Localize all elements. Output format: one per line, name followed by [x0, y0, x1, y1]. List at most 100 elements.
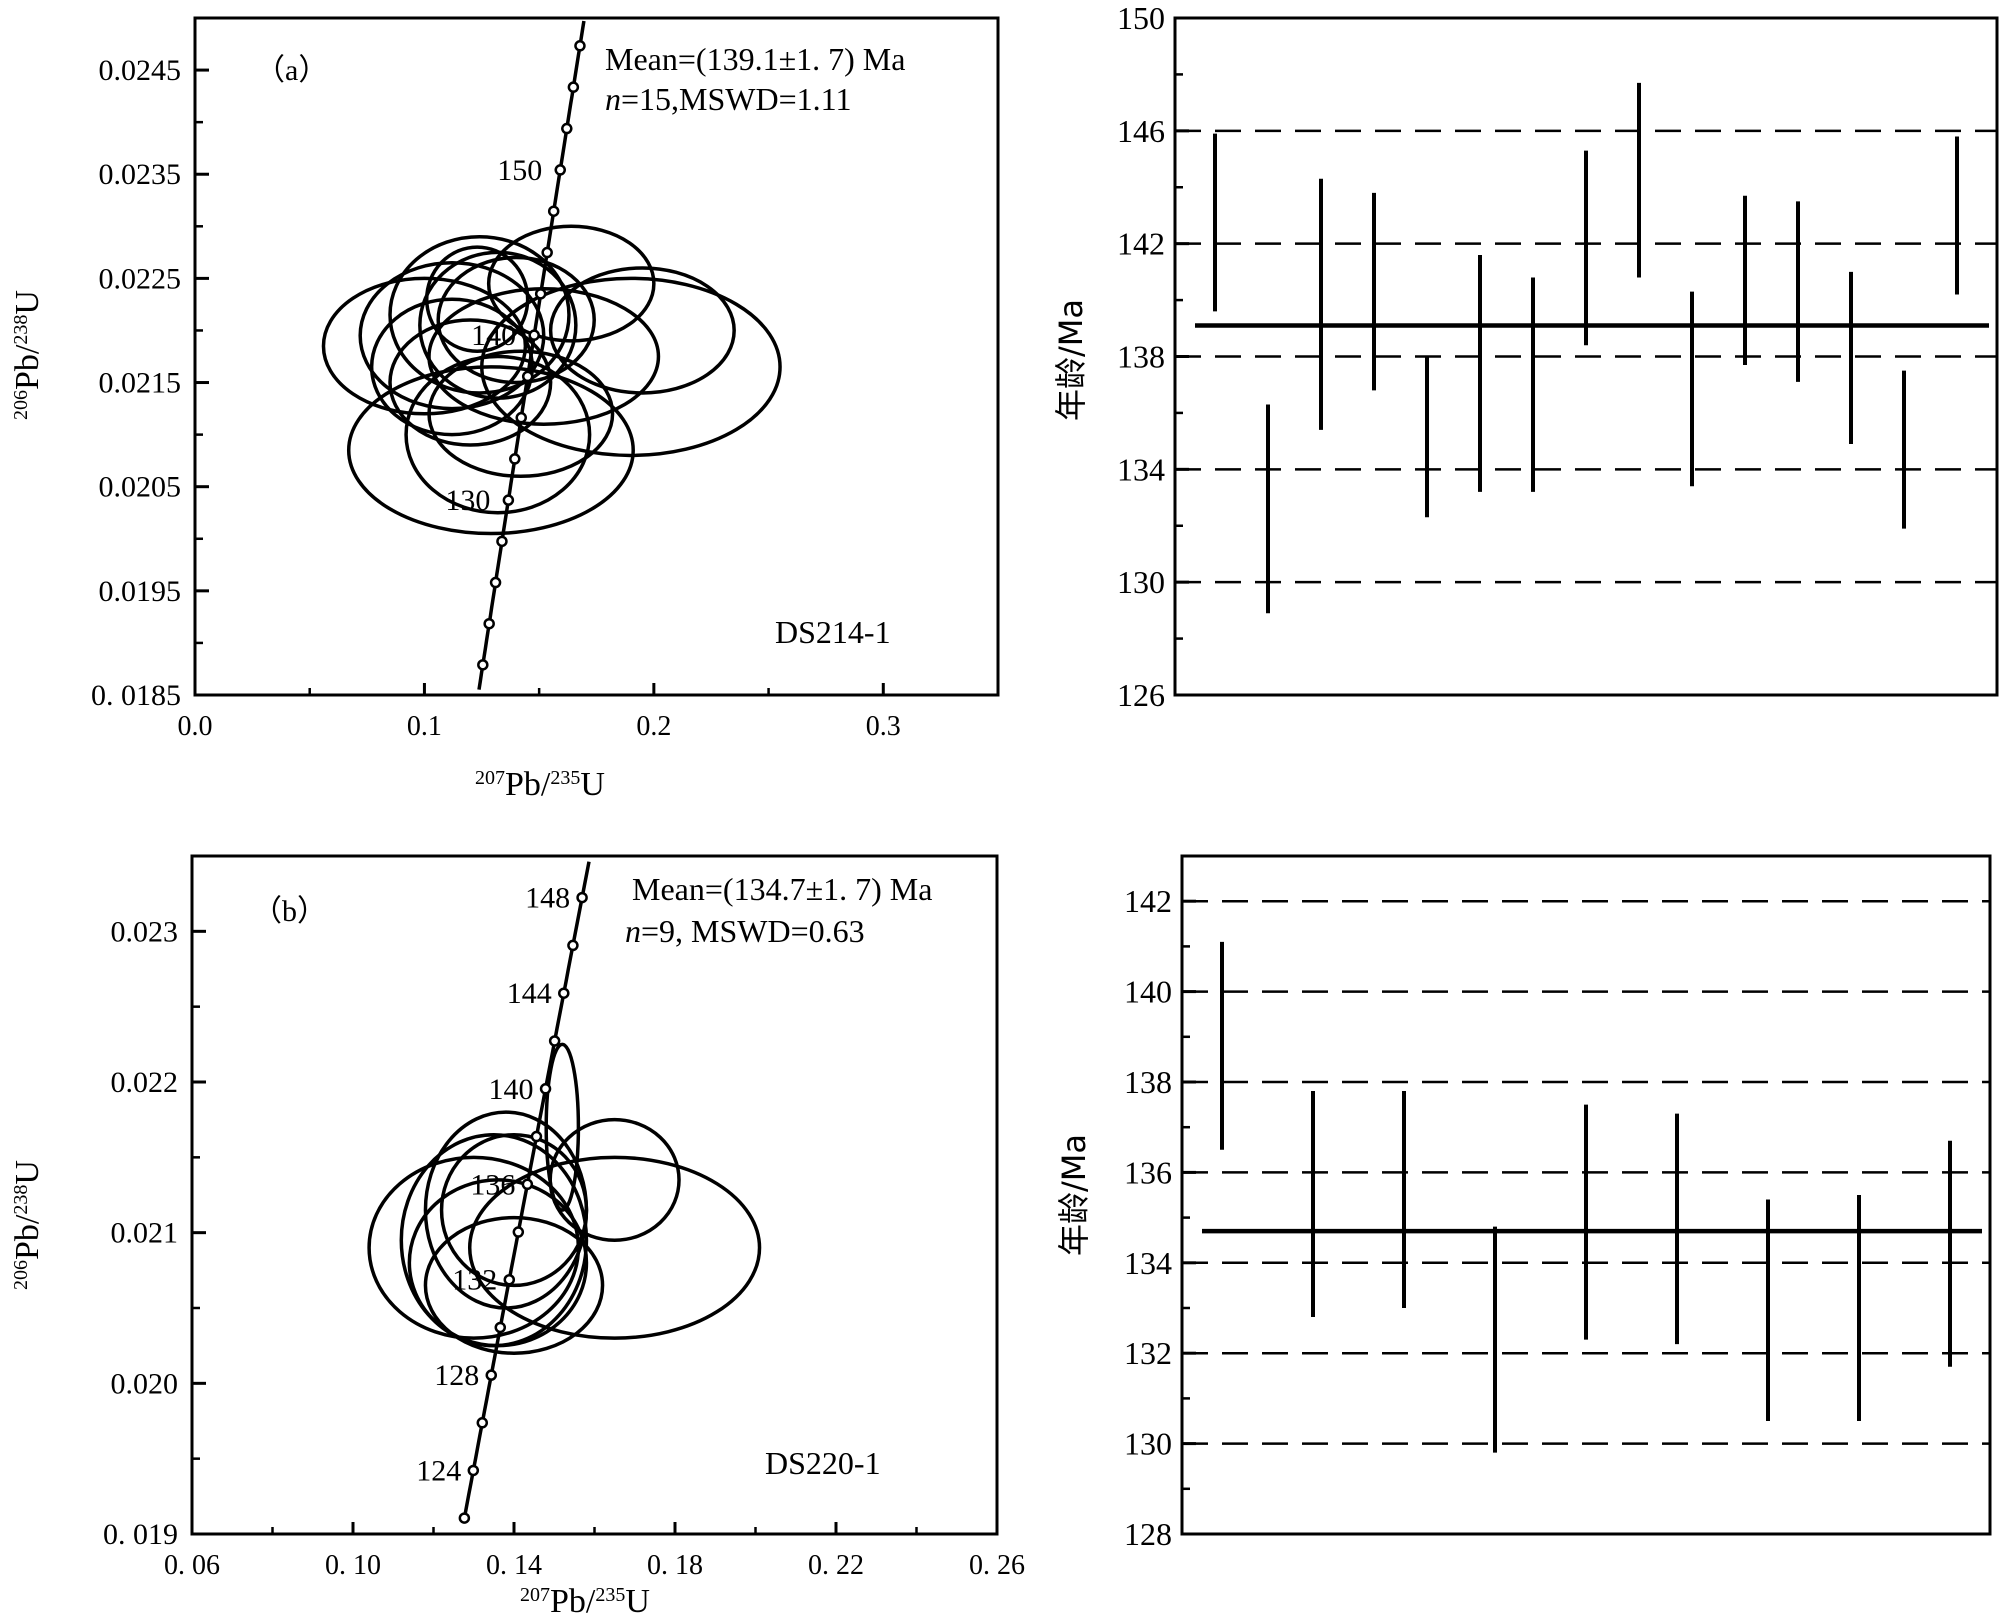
plot-frame-a	[193, 16, 1000, 697]
concordia-chart-a: 0. 0185 0.0195 0.0205 0.0215 0.0225 0.0235 0.0…	[9, 16, 1000, 803]
error-ellipse-12	[427, 349, 615, 479]
age-marker-152.5	[561, 122, 573, 135]
error-ellipse-7	[436, 255, 596, 385]
y-tick-label: 0.0205	[99, 471, 182, 504]
age-label-150: 150	[497, 154, 542, 187]
error-ellipse-8	[423, 1215, 605, 1355]
y-tick-label: 0.0225	[99, 262, 182, 295]
age-y-tick-label: 132	[1124, 1335, 1172, 1371]
n-mswd-annotation-b: n=9, MSWD=0.63	[625, 913, 865, 949]
age-marker-122	[458, 1512, 471, 1524]
age-marker-134	[512, 1226, 525, 1238]
age-marker-130	[502, 494, 515, 506]
error-ellipse-6	[424, 245, 530, 354]
age-marker-132.5	[509, 453, 521, 465]
x-tick-label: 0.2	[636, 711, 671, 742]
age-marker-124	[467, 1464, 480, 1477]
error-ellipse-1	[321, 276, 528, 416]
error-ellipse-4	[388, 318, 553, 447]
error-ellipse-13	[404, 354, 592, 515]
x-axis-ticks-b: 0. 06 0. 10 0. 14 0. 18 0. 22 0. 26	[164, 1522, 1025, 1581]
age-y-tick-label: 142	[1124, 883, 1172, 919]
concordia-curve-a	[477, 20, 586, 690]
age-label-130: 130	[445, 484, 490, 517]
age-y-tick-label: 138	[1117, 339, 1165, 375]
error-ellipse-9	[544, 1042, 581, 1212]
x-tick-label: 0.1	[407, 711, 442, 742]
age-marker-146	[567, 939, 579, 952]
age-chart-a: 126 130 134 138 142 146 150 年龄/Ma	[1052, 0, 1999, 713]
age-y-tick-label: 134	[1124, 1245, 1172, 1281]
error-ellipse-2	[358, 261, 546, 411]
mean-annotation-b: Mean=(134.7±1. 7) Ma	[632, 871, 932, 907]
age-marker-144	[558, 987, 570, 999]
age-labels-b: 148 144 140 136 132 128 124	[416, 882, 570, 1488]
age-y-tick-label: 134	[1117, 451, 1165, 487]
error-ellipse-4	[407, 1178, 589, 1348]
x-tick-label: 0. 26	[969, 1550, 1025, 1581]
age-y-tick-label: 126	[1117, 677, 1165, 713]
error-ellipse-9	[548, 266, 736, 395]
error-ellipse-10	[480, 276, 782, 458]
age-chart-b: 128 130 132 134 136 138 140 142 年龄/Ma	[1055, 854, 1992, 1552]
age-marker-148	[576, 891, 588, 904]
age-marker-122.5	[483, 617, 495, 630]
age-y-tick-label: 150	[1117, 0, 1165, 36]
age-marker-155	[567, 81, 580, 93]
mean-annotation-a: Mean=(139.1±1. 7) Ma	[605, 41, 905, 77]
error-ellipse-14	[346, 365, 635, 536]
concordia-line	[462, 861, 591, 1519]
error-bars-a	[1213, 82, 1959, 614]
error-ellipse-6	[467, 1155, 762, 1340]
y-tick-label: 0.0215	[99, 367, 182, 400]
x-tick-label: 0. 10	[325, 1550, 381, 1581]
age-labels-a: 150 140 130	[445, 154, 542, 517]
x-tick-label: 0. 06	[164, 1550, 220, 1581]
age-marker-130	[494, 1321, 507, 1334]
x-tick-label: 0.0	[178, 711, 213, 742]
age-marker-135	[515, 411, 527, 424]
sample-label-a: DS214-1	[775, 614, 891, 650]
age-marker-157.5	[574, 40, 586, 52]
x-tick-label: 0. 14	[486, 1550, 542, 1581]
ellipses-b	[367, 1042, 762, 1355]
age-label-144: 144	[507, 977, 552, 1010]
plot-frame-b	[190, 854, 999, 1536]
y-tick-label: 0.0245	[99, 54, 182, 87]
age-y-ticks-b: 128 130 132 134 136 138 140 142	[1124, 883, 1196, 1552]
y-tick-label: 0. 0185	[91, 679, 181, 712]
error-bars-b	[1220, 941, 1952, 1453]
age-y-axis-label-b: 年龄/Ma	[1055, 1134, 1093, 1256]
age-y-tick-label: 130	[1124, 1426, 1172, 1462]
dashed-lines-a	[1175, 129, 1997, 584]
age-label-140: 140	[489, 1073, 534, 1106]
x-tick-label: 0.3	[866, 711, 901, 742]
sample-label-b: DS220-1	[765, 1445, 881, 1481]
y-tick-label: 0. 019	[103, 1518, 178, 1551]
age-label-148: 148	[525, 882, 570, 915]
y-tick-label: 0.020	[111, 1367, 179, 1400]
y-tick-label: 0.0195	[99, 575, 182, 608]
error-ellipse-3	[388, 234, 571, 395]
x-tick-label: 0. 18	[647, 1550, 703, 1581]
age-label-132: 132	[452, 1264, 497, 1297]
age-marker-147.5	[547, 205, 560, 217]
age-y-tick-label: 146	[1117, 113, 1165, 149]
age-y-tick-label: 142	[1117, 226, 1165, 262]
age-marker-127.5	[496, 535, 508, 548]
age-label-136: 136	[470, 1168, 515, 1201]
y-axis-ticks-a: 0. 0185 0.0195 0.0205 0.0215 0.0225 0.0235 0.0…	[91, 54, 209, 712]
y-tick-label: 0.022	[111, 1066, 179, 1099]
age-marker-128	[485, 1369, 498, 1381]
age-y-tick-label: 128	[1124, 1516, 1172, 1552]
n-mswd-annotation-a: n=15,MSWD=1.11	[605, 81, 851, 117]
y-axis-label-b: 206Pb/238U	[9, 1160, 46, 1290]
y-axis-label-a: 206Pb/238U	[9, 290, 46, 420]
age-y-tick-label: 130	[1117, 564, 1165, 600]
error-ellipse-15	[369, 297, 535, 437]
age-label-140: 140	[471, 319, 516, 352]
age-y-ticks-a: 126 130 134 138 142 146 150	[1117, 0, 1189, 713]
panel-label-b: （b）	[252, 895, 327, 928]
